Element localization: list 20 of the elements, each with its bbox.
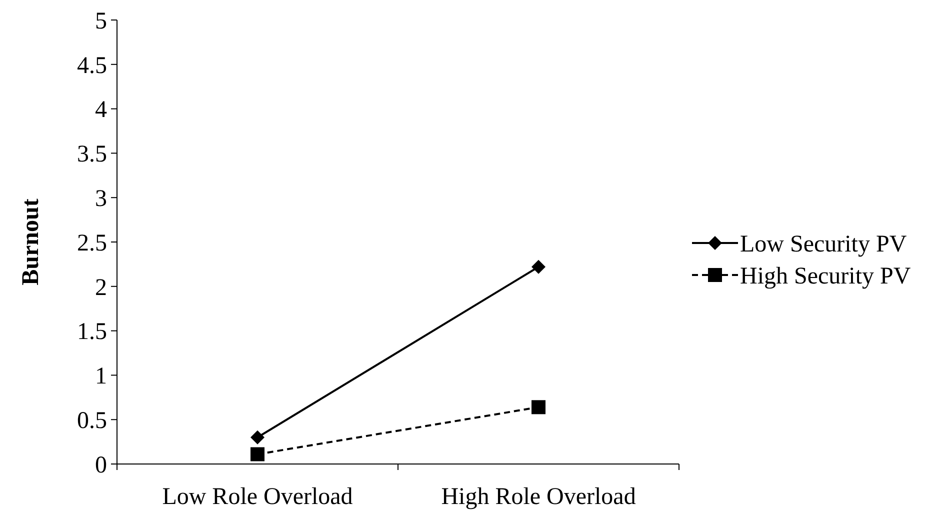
point	[250, 447, 264, 462]
x-tick-label: High Role Overload	[441, 484, 636, 510]
y-tick-label: 0	[95, 452, 107, 478]
y-tick-label: 5	[95, 8, 107, 34]
y-tick-label: 4	[95, 97, 107, 124]
legend-label: Low Security PV	[740, 231, 908, 258]
y-tick-label: 3.5	[77, 142, 107, 168]
y-tick-label: 1.5	[77, 319, 107, 346]
y-tick-label: 2.5	[77, 230, 107, 256]
y-tick-label: 2	[95, 274, 107, 301]
legend-label: High Security PV	[740, 263, 912, 290]
point	[250, 430, 264, 444]
y-tick-label: 1	[95, 364, 107, 390]
y-tick-label: 0.5	[77, 408, 107, 434]
point	[532, 260, 546, 274]
point	[532, 400, 546, 414]
y-axis-title: Burnout	[18, 198, 44, 286]
y-tick-label: 4.5	[77, 52, 107, 79]
y-tick-label: 3	[95, 186, 107, 212]
x-tick-label: Low Role Overload	[162, 484, 353, 510]
